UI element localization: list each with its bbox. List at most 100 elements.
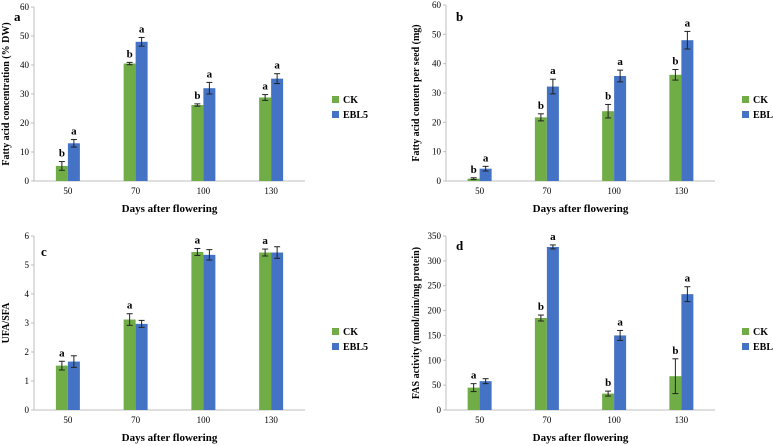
y-tick-label: 20 xyxy=(20,118,30,128)
bar-ebl5-50 xyxy=(479,168,492,181)
y-tick-label: 100 xyxy=(428,355,442,365)
significance-letter: a xyxy=(471,370,477,382)
bar-ebl5-100 xyxy=(614,335,627,410)
y-tick-label: 0 xyxy=(25,176,30,186)
y-axis-title: Fatty acid content per seed (mg) xyxy=(411,24,422,161)
y-tick-label: 50 xyxy=(20,31,30,41)
significance-letter: a xyxy=(262,81,268,93)
significance-letter: b xyxy=(605,90,611,102)
legend-swatch-ebl5 xyxy=(742,111,749,118)
y-tick-label: 60 xyxy=(432,0,442,10)
bar-ebl5-130 xyxy=(271,252,284,410)
bar-ebl5-70 xyxy=(546,246,559,410)
significance-letter: a xyxy=(262,235,268,247)
x-tick-label: 70 xyxy=(542,415,552,425)
significance-letter: a xyxy=(483,152,489,164)
bar-ebl5-50 xyxy=(67,361,80,410)
y-tick-label: 40 xyxy=(432,59,442,69)
x-tick-label: 130 xyxy=(264,415,278,425)
x-tick-label: 100 xyxy=(197,415,211,425)
significance-letter: a xyxy=(550,231,556,243)
bar-ck-100 xyxy=(191,105,204,181)
chart-panel-d: 0 50 100 150 200 250 300 350 a 50 b a 70 b a 100 b a 130 Da… xyxy=(411,231,773,444)
bar-ebl5-130 xyxy=(681,294,694,410)
y-tick-label: 20 xyxy=(432,117,442,127)
significance-letter: a xyxy=(274,60,280,72)
bar-ck-70 xyxy=(123,319,136,410)
panel-label: d xyxy=(456,238,464,253)
x-axis-title: Days after flowering xyxy=(122,432,218,444)
significance-letter: b xyxy=(59,148,65,160)
y-tick-label: 150 xyxy=(428,330,442,340)
x-tick-label: 70 xyxy=(542,186,552,196)
y-tick-label: 60 xyxy=(20,2,30,12)
significance-letter: a xyxy=(685,17,691,29)
significance-letter: b xyxy=(538,100,544,112)
legend-swatch-ebl5 xyxy=(742,343,749,350)
bar-ebl5-130 xyxy=(681,40,694,182)
bar-ebl5-70 xyxy=(135,323,148,410)
x-tick-label: 50 xyxy=(475,415,485,425)
y-tick-label: 200 xyxy=(428,306,442,316)
legend-swatch-ck xyxy=(742,328,749,335)
bar-ebl5-100 xyxy=(614,75,627,181)
panel-label: b xyxy=(456,9,463,24)
bar-ebl5-130 xyxy=(271,78,284,181)
bar-ebl5-70 xyxy=(135,41,148,181)
bar-ck-50 xyxy=(467,387,480,410)
significance-letter: b xyxy=(194,90,200,102)
y-tick-label: 10 xyxy=(20,147,30,157)
x-tick-label: 100 xyxy=(607,415,621,425)
bar-ebl5-70 xyxy=(546,86,559,181)
bar-ck-70 xyxy=(123,63,136,181)
y-tick-label: 30 xyxy=(432,88,442,98)
significance-letter: b xyxy=(538,301,544,313)
legend-swatch-ck xyxy=(332,328,339,335)
significance-letter: b xyxy=(672,56,678,68)
significance-letter: a xyxy=(207,68,213,80)
significance-letter: a xyxy=(617,56,623,68)
significance-letter: a xyxy=(550,65,556,77)
y-tick-label: 5 xyxy=(25,260,30,270)
x-axis-title: Days after flowering xyxy=(533,203,629,215)
bar-ebl5-50 xyxy=(67,143,80,181)
significance-letter: b xyxy=(672,345,678,357)
bar-ck-70 xyxy=(534,318,547,410)
x-tick-label: 130 xyxy=(675,415,689,425)
significance-letter: b xyxy=(605,377,611,389)
legend-label-ck: CK xyxy=(753,95,768,106)
legend-label-ebl5: EBL5 xyxy=(753,110,773,121)
x-tick-label: 70 xyxy=(131,415,141,425)
x-tick-label: 100 xyxy=(197,186,211,196)
y-axis-title: Fatty acid concentration (% DW) xyxy=(1,22,12,165)
bar-ck-130 xyxy=(259,97,272,181)
legend-swatch-ebl5 xyxy=(332,343,339,350)
bar-ck-50 xyxy=(55,365,68,410)
y-tick-label: 0 xyxy=(437,405,442,415)
bar-ck-100 xyxy=(191,251,204,410)
x-tick-label: 50 xyxy=(475,186,485,196)
y-tick-label: 350 xyxy=(428,231,442,241)
bar-ck-50 xyxy=(55,165,68,181)
y-tick-label: 300 xyxy=(428,256,442,266)
bar-ck-100 xyxy=(602,393,615,410)
legend-swatch-ebl5 xyxy=(332,111,339,118)
panel-label: c xyxy=(41,244,47,259)
x-tick-label: 70 xyxy=(131,186,141,196)
x-tick-label: 100 xyxy=(607,186,621,196)
x-axis-title: Days after flowering xyxy=(122,203,218,215)
y-tick-label: 10 xyxy=(432,147,442,157)
y-tick-label: 30 xyxy=(20,89,30,99)
y-tick-label: 1 xyxy=(25,376,30,386)
legend-label-ebl5: EBL5 xyxy=(343,342,368,353)
x-tick-label: 130 xyxy=(675,186,689,196)
y-tick-label: 250 xyxy=(428,281,442,291)
significance-letter: a xyxy=(195,234,201,246)
significance-letter: a xyxy=(685,273,691,285)
legend-swatch-ck xyxy=(742,96,749,103)
y-tick-label: 50 xyxy=(432,29,442,39)
legend-label-ebl5: EBL5 xyxy=(343,110,368,121)
y-tick-label: 50 xyxy=(432,380,442,390)
